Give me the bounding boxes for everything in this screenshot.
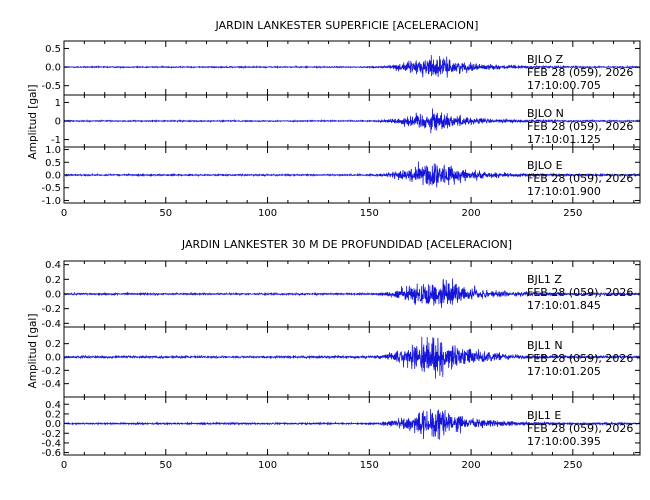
y-tick-label: -0.2 [41, 366, 61, 377]
panel-frame [63, 396, 641, 456]
x-tick-label: 250 [563, 460, 582, 471]
y-tick-label: -0.4 [41, 438, 61, 449]
time-label: 17:10:00.395 [527, 435, 601, 448]
y-tick-label: 0.5 [45, 158, 61, 169]
date-label: FEB 28 (059), 2026 [527, 352, 633, 365]
station-component-label: BJL1 E [527, 409, 561, 422]
x-tick-label: 250 [563, 208, 582, 219]
time-label: 17:10:01.845 [527, 299, 601, 312]
y-tick-label: 0.4 [45, 400, 61, 411]
x-tick-label: 200 [462, 208, 481, 219]
y-tick-label: 0.0 [45, 171, 61, 182]
waveform-trace [63, 278, 641, 308]
x-tick-label: 50 [159, 208, 172, 219]
station-component-label: BJL1 N [527, 339, 563, 352]
y-tick-label: -0.2 [41, 429, 61, 440]
x-tick-label: 0 [61, 208, 67, 219]
date-label: FEB 28 (059), 2026 [527, 172, 633, 185]
time-label: 17:10:01.125 [527, 133, 601, 146]
waveform-trace [63, 108, 641, 134]
y-tick-label: 0.0 [45, 290, 61, 301]
waveform-trace [63, 161, 641, 188]
x-tick-label: 0 [61, 460, 67, 471]
y-tick-label: -1.0 [41, 196, 61, 207]
waveform-trace [63, 409, 641, 440]
x-tick-label: 150 [360, 460, 379, 471]
y-tick-label: 0.0 [45, 353, 61, 364]
time-label: 17:10:00.705 [527, 79, 601, 92]
x-tick-label: 100 [258, 208, 277, 219]
y-tick-label: 0.2 [45, 275, 61, 286]
y-tick-label: 1.0 [45, 145, 61, 156]
y-tick-label: -0.4 [41, 379, 61, 390]
station-component-label: BJLO Z [527, 53, 564, 66]
x-tick-label: 150 [360, 208, 379, 219]
y-tick-label: 0.5 [45, 44, 61, 55]
y-tick-label: 0.0 [45, 419, 61, 430]
station-component-label: BJLO N [527, 107, 564, 120]
y-tick-label: 0.2 [45, 339, 61, 350]
x-tick-label: 100 [258, 460, 277, 471]
y-axis-label-depth: Amplitud [gal] [27, 314, 39, 389]
y-tick-label: -0.6 [41, 448, 61, 459]
x-tick-label: 50 [159, 460, 172, 471]
station-component-label: BJL1 Z [527, 273, 562, 286]
y-tick-label: -1 [51, 135, 61, 146]
y-tick-label: 0.2 [45, 409, 61, 420]
station-component-label: BJLO E [527, 159, 563, 172]
date-label: FEB 28 (059), 2026 [527, 66, 633, 79]
y-tick-label: 1 [55, 98, 61, 109]
y-tick-label: 0 [55, 117, 61, 128]
waveform-trace [63, 55, 641, 78]
waveform-trace [63, 336, 641, 379]
x-tick-label: 200 [462, 460, 481, 471]
date-label: FEB 28 (059), 2026 [527, 286, 633, 299]
y-tick-label: 0.0 [45, 63, 61, 74]
date-label: FEB 28 (059), 2026 [527, 120, 633, 133]
time-label: 17:10:01.900 [527, 185, 601, 198]
y-tick-label: -0.5 [41, 183, 61, 194]
time-label: 17:10:01.205 [527, 365, 601, 378]
y-tick-label: -0.5 [41, 81, 61, 92]
y-tick-label: -0.2 [41, 304, 61, 315]
chart-title-depth: JARDIN LANKESTER 30 M DE PROFUNDIDAD [AC… [181, 238, 512, 251]
date-label: FEB 28 (059), 2026 [527, 422, 633, 435]
y-tick-label: -0.4 [41, 319, 61, 330]
y-tick-label: 0.4 [45, 260, 61, 271]
y-axis-label-surface: Amplitud [gal] [27, 85, 39, 160]
chart-title-surface: JARDIN LANKESTER SUPERFICIE [ACELERACION… [215, 19, 479, 32]
